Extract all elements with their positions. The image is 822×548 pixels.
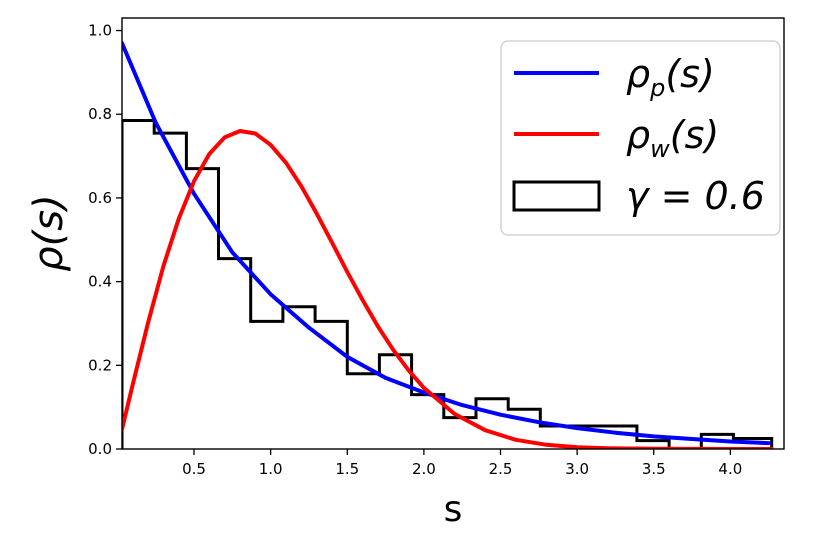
y-tick-label: 0.4 xyxy=(88,273,112,291)
x-tick-label: 3.0 xyxy=(565,460,589,478)
plot-area xyxy=(122,41,774,449)
series-line-red xyxy=(122,129,774,449)
x-tick-label: 1.5 xyxy=(335,460,359,478)
y-tick-label: 0.0 xyxy=(88,440,112,458)
y-axis-label: ρ(s) xyxy=(26,194,72,271)
legend-entry-blue: ρp(s) xyxy=(514,52,715,102)
plot-frame xyxy=(121,17,785,450)
y-axis: 0.0 0.2 0.4 0.6 0.8 1.0 xyxy=(88,22,122,458)
y-tick-label: 0.2 xyxy=(88,356,112,374)
y-tick-label: 0.8 xyxy=(88,105,112,123)
x-axis-label: s xyxy=(444,489,463,530)
legend-swatch-histogram xyxy=(512,180,601,212)
legend-entry-histogram: γ = 0.6 xyxy=(512,174,765,218)
legend-label-red: ρw(s) xyxy=(626,113,719,163)
legend-label-blue: ρp(s) xyxy=(626,52,715,102)
y-tick-label: 1.0 xyxy=(88,22,112,40)
x-tick-label: 4.0 xyxy=(718,460,742,478)
x-tick-label: 0.5 xyxy=(182,460,206,478)
x-tick-label: 1.0 xyxy=(259,460,283,478)
x-tick-label: 3.5 xyxy=(642,460,666,478)
x-tick-label: 2.0 xyxy=(412,460,436,478)
legend-entry-red: ρw(s) xyxy=(514,113,719,163)
legend: ρp(s) ρw(s) γ = 0.6 xyxy=(500,40,781,236)
x-tick-label: 2.5 xyxy=(489,460,513,478)
legend-label-histogram: γ = 0.6 xyxy=(626,174,765,218)
x-axis: 0.5 1.0 1.5 2.0 2.5 3.0 3.5 4.0 xyxy=(182,449,742,478)
y-tick-label: 0.6 xyxy=(88,189,112,207)
series-line-blue xyxy=(122,41,771,446)
